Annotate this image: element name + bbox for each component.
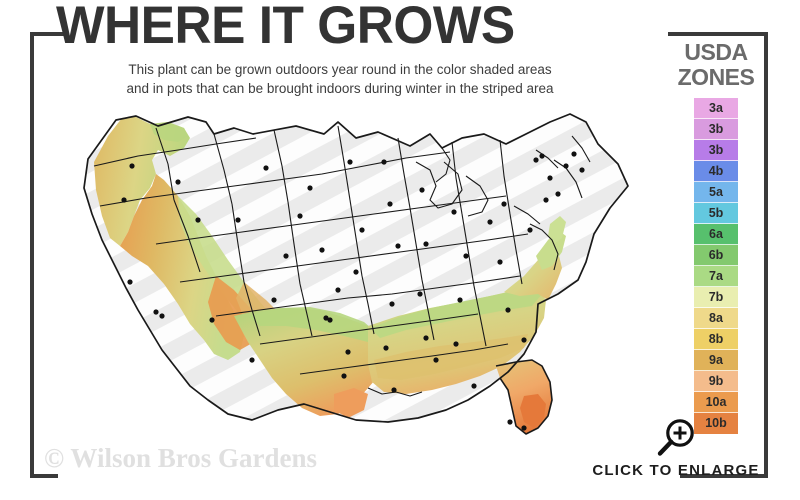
legend-swatch-7b-9: 7b [694, 287, 738, 308]
click-to-enlarge-label: CLICK TO ENLARGE [592, 462, 760, 479]
legend-title: USDA ZONES [668, 40, 764, 90]
frame-left-side [30, 32, 34, 478]
magnifier-plus-icon[interactable] [653, 418, 699, 458]
legend-swatch-7a-8: 7a [694, 266, 738, 287]
frame-right-side [764, 32, 768, 478]
legend-swatch-5b-5: 5b [694, 203, 738, 224]
legend-swatch-8b-11: 8b [694, 329, 738, 350]
legend-swatch-6b-7: 6b [694, 245, 738, 266]
map-color-zones [94, 116, 566, 434]
frame-left-top [30, 32, 68, 36]
legend-swatch-9a-12: 9a [694, 350, 738, 371]
legend-swatch-3a-0: 3a [694, 98, 738, 119]
usda-zone-map[interactable] [38, 104, 648, 454]
page-subtitle: This plant can be grown outdoors year ro… [40, 60, 640, 98]
watermark: © Wilson Bros Gardens [44, 443, 317, 473]
legend-swatch-5a-4: 5a [694, 182, 738, 203]
legend-title-line-1: USDA [684, 39, 748, 65]
legend-title-line-2: ZONES [677, 64, 755, 90]
legend-swatch-10b-15: 10b [694, 413, 738, 434]
legend-swatch-3b-2: 3b [694, 140, 738, 161]
subtitle-line-1: This plant can be grown outdoors year ro… [128, 62, 552, 77]
legend-swatch-6a-6: 6a [694, 224, 738, 245]
frame-right-bottom [680, 474, 768, 478]
legend-swatch-4b-3: 4b [694, 161, 738, 182]
map-city-dots [121, 151, 585, 431]
subtitle-line-2: and in pots that can be brought indoors … [126, 81, 554, 96]
map-state-borders [83, 113, 629, 435]
page-title: WHERE IT GROWS [56, 0, 515, 55]
frame-right-top [668, 32, 768, 36]
legend-swatch-list: 3a 3b 3b 4b 5a 5b 6a 6b 7a 7b 8a 8b 9a 9b 10a 10b [694, 98, 738, 434]
legend-swatch-10a-14: 10a [694, 392, 738, 413]
legend-swatch-8a-10: 8a [694, 308, 738, 329]
usda-zones-legend: USDA ZONES 3a 3b 3b 4b 5a 5b 6a 6b 7a 7b 8a 8b 9a 9b 1… [668, 40, 764, 434]
legend-swatch-9b-13: 9b [694, 371, 738, 392]
frame-left-bottom [30, 474, 58, 478]
legend-swatch-3b-1: 3b [694, 119, 738, 140]
click-to-enlarge-control[interactable]: CLICK TO ENLARGE [588, 418, 764, 479]
